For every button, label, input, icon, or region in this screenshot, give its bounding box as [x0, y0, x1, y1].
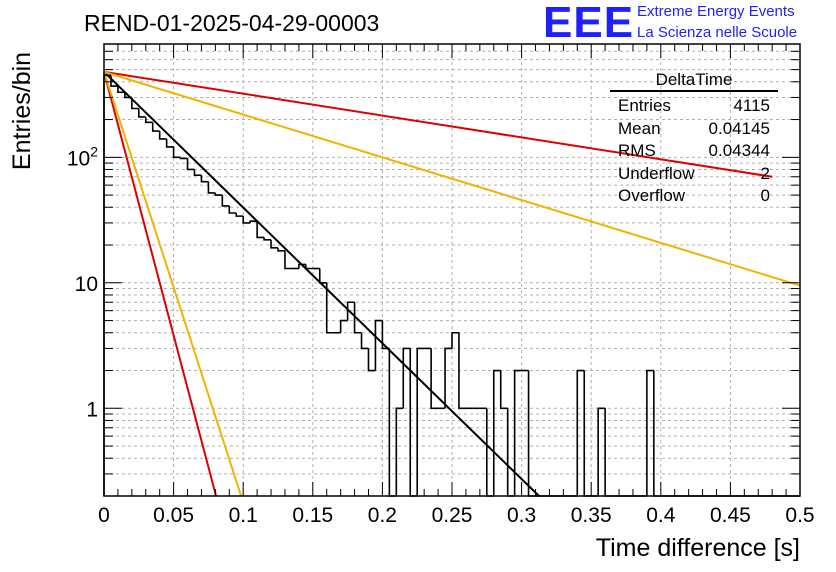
histogram-bin [221, 195, 230, 207]
y-axis-label: Entries/bin [8, 51, 36, 171]
stats-value: 0.04145 [708, 118, 770, 138]
run-title: REND-01-2025-04-29-00003 [84, 10, 380, 36]
histogram-bin [374, 319, 383, 371]
histogram-bin [242, 216, 251, 224]
fit-line-0 [103, 71, 540, 497]
histogram-bin [604, 408, 613, 497]
stats-label: Entries [618, 96, 671, 115]
fit-line-4 [103, 71, 243, 497]
histogram-bin [165, 138, 174, 148]
histogram-bin [200, 175, 209, 183]
histogram-bin [207, 181, 216, 194]
histogram-bin [270, 239, 278, 249]
histogram-bin [263, 237, 272, 241]
histogram-bin [458, 332, 466, 410]
logo-line-2: La Scienza nelle Scuole [637, 24, 798, 41]
histogram-bin [179, 157, 188, 160]
histogram-bin [235, 213, 244, 217]
stats-row-rms: RMS 0.04344 [610, 140, 778, 163]
y-tick-label: 102 [67, 143, 98, 170]
histogram-bin [381, 320, 390, 350]
histogram-bin [506, 408, 515, 497]
stats-label: Underflow [618, 163, 695, 183]
histogram-bin [305, 264, 313, 270]
stats-title: DeltaTime [610, 70, 778, 92]
stats-row-overflow: Overflow 0 [610, 185, 778, 208]
histogram-bin [527, 370, 536, 497]
stats-row-entries: Entries 4115 [610, 95, 778, 118]
histogram-bin [325, 282, 334, 334]
histogram-bin [360, 332, 369, 350]
histogram-bin [110, 75, 118, 87]
x-tick-label: 0.1 [229, 504, 258, 527]
histogram-bin [228, 205, 237, 214]
x-tick-label: 0.5 [785, 504, 814, 527]
histogram-bin [256, 221, 265, 239]
stats-label: Overflow [618, 186, 686, 205]
histogram-bin [158, 131, 167, 140]
histogram-bin [444, 347, 452, 409]
histogram-bin [492, 369, 501, 496]
x-tick-label: 0.15 [292, 504, 333, 527]
histogram-bin [402, 347, 411, 409]
histogram-bin [646, 369, 654, 496]
x-tick-label: 0.25 [432, 504, 473, 527]
histogram-bin [353, 302, 362, 334]
histogram-bin [131, 97, 139, 110]
histogram-bin [597, 407, 606, 496]
eee-logo: EEE [543, 0, 635, 47]
fit-line-2 [103, 70, 801, 287]
x-tick-label: 0.3 [507, 504, 536, 527]
histogram-bin [124, 92, 132, 99]
histogram-bin [339, 319, 348, 333]
stats-label: Mean [618, 118, 661, 138]
histogram-bin [249, 220, 258, 223]
stats-value: 0 [760, 186, 770, 205]
x-tick-label: 0.45 [710, 504, 751, 527]
histogram-bin [193, 169, 202, 177]
histogram-bin [117, 86, 125, 94]
y-tick-label: 1 [86, 398, 98, 421]
histogram-bin [318, 268, 327, 284]
stats-value: 0.04344 [708, 141, 770, 160]
fit-line-1 [103, 70, 773, 178]
stats-row-underflow: Underflow 2 [610, 163, 778, 186]
histogram-bin [346, 301, 355, 321]
stats-box: DeltaTime Entries 4115 Mean 0.04145 RMS … [610, 70, 778, 208]
histogram-bin [144, 116, 153, 124]
y-tick-label: 10 [75, 273, 98, 296]
x-axis-label: Time difference [s] [595, 534, 800, 562]
histogram-bin [214, 192, 223, 196]
histogram-bin [576, 369, 585, 496]
logo-line-1: Extreme Energy Events [637, 3, 795, 20]
x-tick-label: 0.2 [368, 504, 397, 527]
stats-value: 4115 [733, 96, 770, 115]
x-tick-label: 0.4 [646, 504, 676, 527]
histogram-bin [151, 122, 160, 132]
histogram-bin [430, 348, 439, 410]
histogram-bin [416, 347, 425, 496]
histogram-bin [298, 263, 306, 269]
histogram-bin [583, 370, 592, 497]
histogram-bin [499, 370, 508, 410]
stats-label: RMS [618, 141, 656, 160]
histogram-bin [513, 369, 522, 496]
histogram-bin [653, 370, 661, 497]
x-tick-label: 0.05 [153, 504, 194, 527]
histogram-bin [138, 108, 146, 118]
histogram-bin [367, 348, 376, 372]
fit-line-3 [103, 71, 218, 497]
stats-row-mean: Mean 0.04145 [610, 118, 778, 141]
histogram-bin [186, 158, 195, 171]
histogram-bin [172, 146, 181, 159]
histogram-bin [395, 407, 404, 496]
histogram-bin [103, 74, 111, 496]
x-tick-label: 0.35 [571, 504, 612, 527]
stats-value: 2 [760, 163, 770, 183]
histogram-bin [277, 247, 285, 252]
histogram-bin [284, 250, 292, 270]
x-tick-label: 0 [98, 504, 110, 527]
histogram-bin [451, 331, 459, 349]
